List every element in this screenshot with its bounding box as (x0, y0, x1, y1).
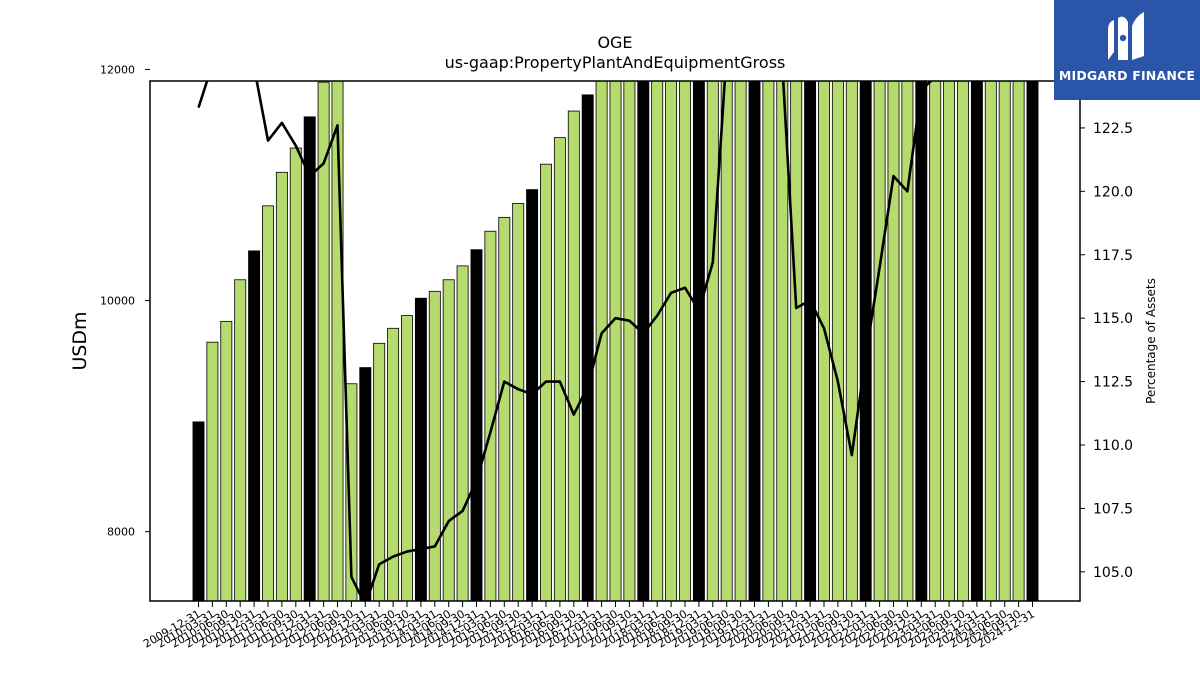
bar (818, 81, 830, 601)
bar (679, 81, 691, 601)
y2-tick-label: 107.5 (1093, 501, 1133, 517)
bar (609, 81, 622, 601)
bar (567, 110, 580, 601)
bar (553, 137, 566, 601)
bar (1026, 81, 1039, 601)
bar (234, 279, 247, 601)
y2-tick-label: 110.0 (1093, 438, 1133, 454)
bar (275, 171, 288, 601)
bar (762, 81, 775, 601)
logo-text: MIDGARD FINANCE (1058, 68, 1196, 83)
bar (859, 81, 872, 601)
bar (456, 265, 469, 601)
bar (303, 116, 316, 601)
bar (470, 249, 483, 601)
bar (748, 81, 761, 601)
bar (943, 81, 956, 601)
y2-tick-label: 112.5 (1093, 375, 1133, 391)
brand-logo: MIDGARD FINANCE (1054, 0, 1200, 100)
bar (401, 315, 413, 601)
y-axis-label: USDm (69, 311, 91, 370)
logo-mark-icon (1108, 12, 1144, 60)
bar (970, 81, 983, 601)
bar (984, 81, 997, 601)
line-series (197, 81, 933, 601)
bar (248, 250, 261, 601)
bar (929, 81, 942, 601)
bar (317, 81, 330, 601)
bar (1012, 81, 1025, 601)
y2-tick-label: 105.0 (1093, 565, 1133, 581)
bar (623, 81, 636, 601)
bar (887, 81, 900, 601)
bar (373, 342, 386, 601)
bar (387, 327, 400, 601)
y-axis-right: 105.0 107.5 110.0 112.5 115.0 117.5 120.0 122.5 (1080, 121, 1133, 581)
bar (637, 81, 650, 601)
bar (414, 297, 427, 601)
y-tick-label: 10000 (100, 295, 135, 308)
bar (734, 81, 747, 601)
bar (581, 94, 594, 601)
bar (359, 367, 372, 601)
bar (957, 81, 969, 601)
bar (790, 81, 803, 601)
bar-series (192, 81, 1039, 601)
bar (665, 81, 678, 601)
bar (206, 341, 219, 601)
bar (345, 383, 358, 601)
bar (262, 205, 274, 601)
y-tick-label: 8000 (107, 526, 135, 539)
bar (706, 81, 719, 601)
bar (901, 81, 914, 601)
bar (289, 147, 302, 601)
pct-of-assets-line (197, 81, 933, 601)
chart-title: OGE (597, 33, 632, 52)
y-tick-label: 12000 (100, 63, 135, 76)
x-axis: 2009-12-312010-03-312010-06-302010-09-30… (141, 601, 1037, 651)
bar (442, 279, 455, 601)
bar (831, 81, 844, 601)
bar (845, 81, 858, 601)
bar (220, 320, 233, 601)
bar (720, 81, 733, 601)
bar (498, 216, 511, 601)
y2-tick-label: 117.5 (1093, 248, 1133, 264)
bar (428, 290, 441, 601)
bar (915, 81, 928, 601)
y2-tick-label: 115.0 (1093, 311, 1133, 327)
bar (512, 203, 525, 601)
y2-axis-label: Percentage of Assets (1144, 278, 1158, 404)
bar (192, 421, 205, 601)
chart-subtitle: us-gaap:PropertyPlantAndEquipmentGross (445, 53, 786, 72)
y2-tick-label: 120.0 (1093, 184, 1133, 200)
y2-tick-label: 122.5 (1093, 121, 1133, 137)
bar (595, 81, 608, 601)
y-axis-left: 800010000120001400016000 (100, 63, 150, 539)
bar (873, 81, 886, 601)
bar (776, 81, 789, 601)
bar (998, 81, 1011, 601)
